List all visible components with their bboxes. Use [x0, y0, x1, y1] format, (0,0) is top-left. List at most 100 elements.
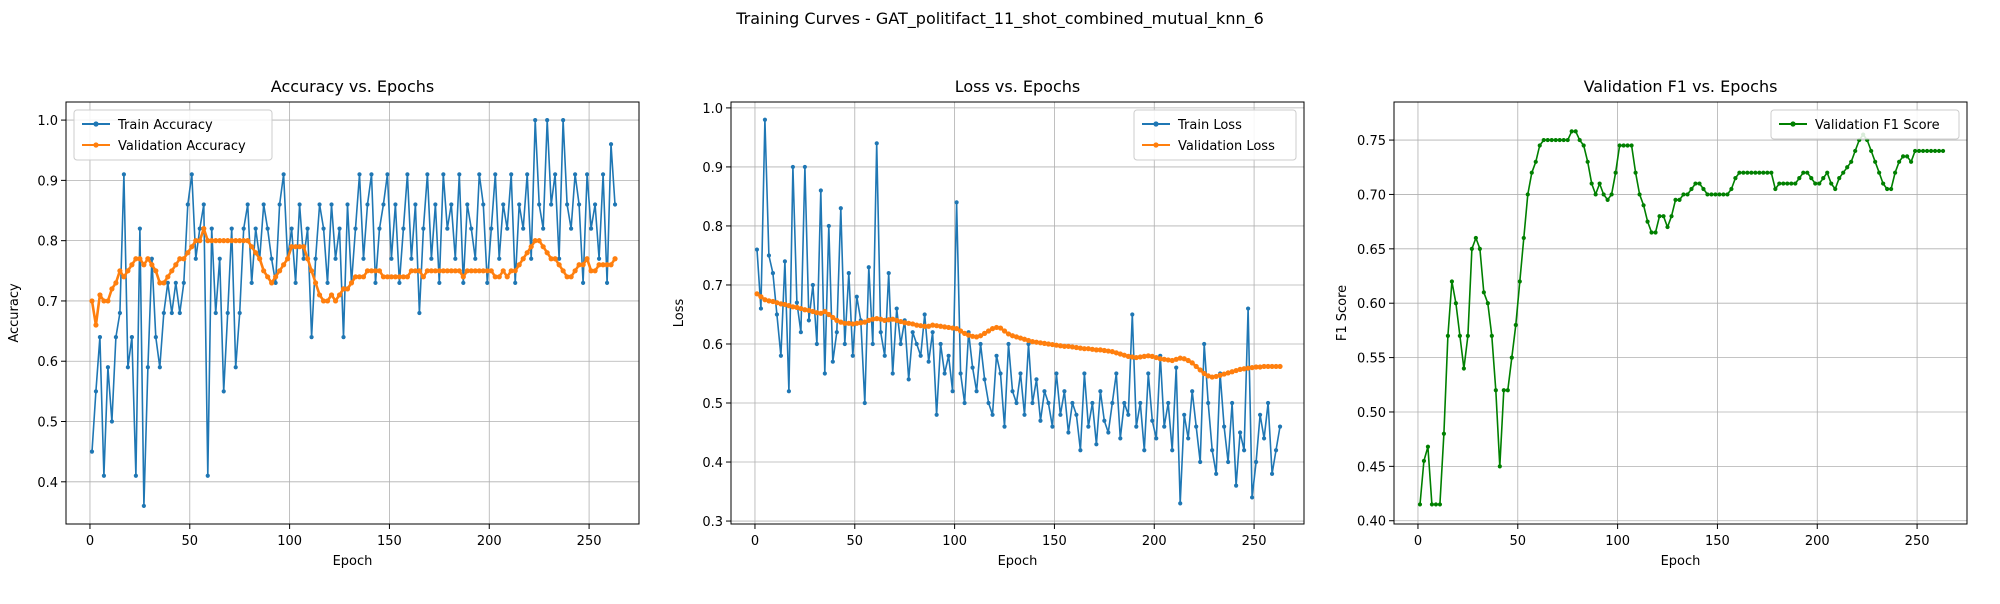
- data-point: [822, 308, 828, 315]
- data-point: [1785, 181, 1790, 186]
- data-point: [1833, 186, 1838, 192]
- data-point: [149, 262, 155, 268]
- data-point: [1114, 371, 1119, 376]
- data-point: [806, 307, 812, 313]
- data-point: [762, 117, 768, 122]
- data-point: [1045, 341, 1052, 347]
- data-point: [934, 412, 939, 417]
- data-point: [1089, 346, 1095, 352]
- data-point: [113, 280, 119, 286]
- x-tick-label: 100: [942, 534, 967, 549]
- data-point: [1605, 197, 1610, 202]
- data-point: [1265, 400, 1271, 406]
- data-point: [296, 244, 303, 250]
- data-point: [1521, 235, 1526, 241]
- data-point: [1457, 333, 1462, 338]
- data-point: [373, 280, 378, 285]
- data-point: [1613, 170, 1618, 175]
- data-point: [189, 244, 195, 250]
- data-point: [1086, 424, 1091, 429]
- data-point: [472, 268, 478, 274]
- data-point: [133, 256, 139, 262]
- data-point: [1505, 388, 1510, 393]
- data-point: [93, 322, 99, 328]
- data-point: [846, 271, 851, 276]
- data-point: [249, 280, 254, 285]
- data-point: [437, 280, 442, 285]
- data-point: [141, 503, 146, 509]
- data-point: [429, 256, 434, 261]
- data-point: [185, 202, 190, 207]
- data-point: [942, 371, 947, 376]
- data-point: [1009, 333, 1016, 339]
- data-point: [1537, 143, 1542, 148]
- data-point: [790, 164, 795, 170]
- data-point: [1133, 354, 1139, 361]
- data-point: [580, 280, 586, 285]
- data-point: [273, 274, 279, 280]
- data-point: [397, 280, 402, 285]
- data-point: [380, 274, 387, 280]
- data-point: [1105, 348, 1111, 354]
- data-point: [1265, 363, 1271, 370]
- data-point: [353, 226, 358, 231]
- data-point: [201, 202, 206, 207]
- data-point: [360, 274, 367, 280]
- data-point: [193, 256, 198, 261]
- data-point: [564, 274, 570, 280]
- data-point: [946, 353, 951, 358]
- data-point: [1066, 430, 1071, 435]
- data-point: [850, 353, 855, 358]
- data-point: [1433, 502, 1439, 507]
- data-point: [221, 389, 226, 394]
- data-point: [1062, 389, 1067, 394]
- data-point: [786, 389, 791, 394]
- data-point: [770, 298, 776, 305]
- data-point: [185, 250, 191, 256]
- data-point: [1593, 192, 1598, 197]
- data-point: [405, 172, 410, 177]
- data-point: [329, 202, 334, 207]
- data-point: [1513, 322, 1518, 328]
- data-point: [137, 256, 143, 262]
- data-point: [456, 268, 462, 274]
- data-point: [532, 238, 538, 244]
- data-point: [1165, 357, 1171, 363]
- x-tick-label: 250: [1905, 534, 1930, 549]
- data-point: [1233, 367, 1239, 374]
- data-point: [1130, 312, 1135, 317]
- x-tick-label: 200: [1805, 534, 1830, 549]
- y-tick-label: 0.60: [1357, 297, 1386, 312]
- data-point: [1253, 364, 1259, 370]
- data-point: [1657, 214, 1662, 219]
- data-point: [1529, 170, 1534, 175]
- data-point: [1837, 176, 1842, 181]
- data-point: [950, 325, 956, 331]
- data-point: [834, 330, 839, 335]
- data-point: [1034, 377, 1039, 382]
- data-point: [998, 371, 1003, 376]
- data-point: [1113, 350, 1119, 356]
- data-point: [121, 274, 127, 280]
- data-point: [324, 298, 331, 304]
- data-point: [308, 268, 315, 274]
- data-point: [1134, 424, 1139, 429]
- legend-swatch-marker: [1153, 121, 1159, 127]
- data-point: [798, 305, 804, 312]
- data-point: [225, 238, 231, 244]
- data-point: [600, 172, 606, 177]
- data-point: [1234, 483, 1239, 488]
- data-point: [233, 365, 238, 370]
- y-tick-label: 0.9: [37, 174, 58, 189]
- data-point: [300, 244, 307, 250]
- data-point: [1245, 306, 1251, 311]
- data-point: [1789, 181, 1794, 186]
- data-point: [993, 324, 1000, 331]
- chart-title: Validation F1 vs. Epochs: [1584, 77, 1778, 96]
- data-point: [541, 226, 546, 231]
- data-point: [205, 238, 211, 244]
- data-point: [1425, 444, 1431, 449]
- data-point: [814, 341, 819, 347]
- data-point: [1705, 192, 1710, 197]
- data-point: [1940, 148, 1946, 154]
